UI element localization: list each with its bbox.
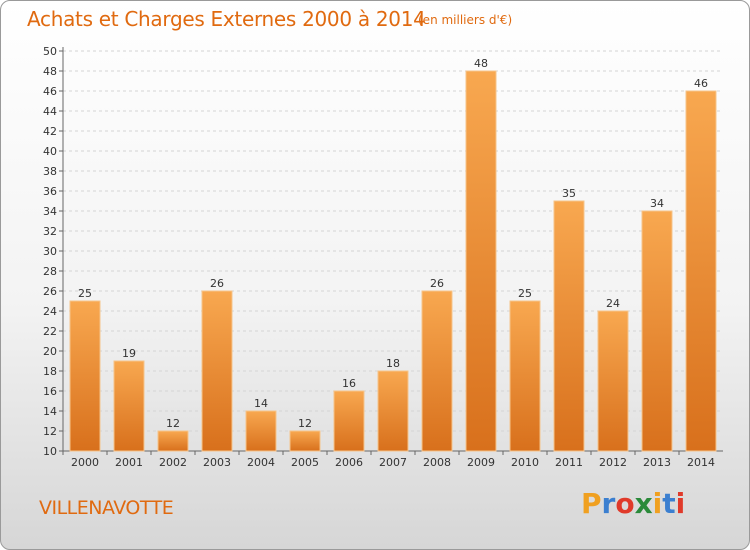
y-tick-label: 50 [43,45,57,58]
y-tick-label: 26 [43,285,57,298]
bar-2012 [597,310,629,452]
bar-2000 [69,300,101,452]
value-label: 16 [342,377,356,390]
x-tick-label: 2003 [203,456,231,469]
logo-letter: r [601,487,616,520]
x-tick-label: 2010 [511,456,539,469]
value-label: 24 [606,297,620,310]
x-tick-label: 2012 [599,456,627,469]
value-label: 25 [78,287,92,300]
value-label: 18 [386,357,400,370]
value-label: 48 [474,57,488,70]
value-label: 25 [518,287,532,300]
bar-2009 [465,70,497,452]
proxiti-logo: Proxiti [581,487,685,520]
axes: 10 12 14 16 18 20 22 24 26 28 30 32 34 36 38 40 42 44 46 48… [43,45,723,458]
value-label: 35 [562,187,576,200]
value-label: 19 [122,347,136,360]
y-tick-label: 20 [43,345,57,358]
value-label: 12 [298,417,312,430]
value-label: 26 [430,277,444,290]
x-tick-label: 2001 [115,456,143,469]
value-label: 34 [650,197,664,210]
y-tick-label: 12 [43,425,57,438]
x-tick-label: 2005 [291,456,319,469]
value-label: 14 [254,397,268,410]
y-tick-label: 44 [43,105,57,118]
value-label: 46 [694,77,708,90]
x-tick-label: 2007 [379,456,407,469]
x-tick-label: 2011 [555,456,583,469]
bar-2011 [553,200,585,452]
value-label: 26 [210,277,224,290]
commune-name: VILLENAVOTTE [39,497,174,519]
x-tick-label: 2013 [643,456,671,469]
y-tick-label: 36 [43,185,57,198]
y-tick-label: 34 [43,205,57,218]
logo-letter: P [581,487,602,520]
bar-2008 [421,290,453,452]
x-tick-label: 2006 [335,456,363,469]
y-tick-label: 28 [43,265,57,278]
logo-letter: o [615,487,635,520]
labels: 25 2000 19 2001 12 2002 26 2003 14 2004 12 2005 16 20… [71,57,715,469]
y-tick-label: 14 [43,405,57,418]
y-tick-label: 18 [43,365,57,378]
bar-2001 [113,360,145,452]
chart-title: Achats et Charges Externes 2000 à 2014 [27,7,426,31]
y-tick-label: 10 [43,445,57,458]
x-tick-label: 2000 [71,456,99,469]
x-tick-label: 2014 [687,456,715,469]
y-tick-label: 48 [43,65,57,78]
bar-2007 [377,370,409,452]
y-tick-label: 24 [43,305,57,318]
y-tick-label: 32 [43,225,57,238]
chart-unit: (en milliers d'€) [418,13,513,27]
x-tick-label: 2004 [247,456,275,469]
bar-2004 [245,410,277,452]
y-tick-label: 40 [43,145,57,158]
bar-2002 [157,430,189,452]
bar-2003 [201,290,233,452]
y-tick-label: 30 [43,245,57,258]
logo-letter: t [662,487,676,520]
logo-letter: x [634,487,653,520]
y-tick-label: 46 [43,85,57,98]
x-tick-label: 2008 [423,456,451,469]
x-tick-label: 2009 [467,456,495,469]
bars [69,70,717,452]
y-tick-label: 22 [43,325,57,338]
bar-2010 [509,300,541,452]
y-tick-label: 38 [43,165,57,178]
logo-letter: i [652,487,663,520]
y-tick-label: 16 [43,385,57,398]
x-tick-label: 2002 [159,456,187,469]
y-tick-label: 42 [43,125,57,138]
bar-2014 [685,90,717,452]
bar-2005 [289,430,321,452]
logo-letter: i [675,487,686,520]
bar-2006 [333,390,365,452]
bar-2013 [641,210,673,452]
value-label: 12 [166,417,180,430]
